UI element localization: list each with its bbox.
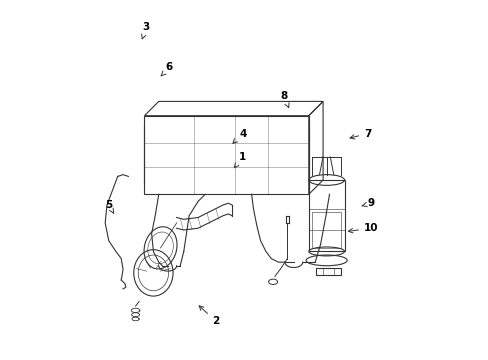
Text: 10: 10	[347, 223, 378, 233]
Text: 2: 2	[199, 306, 219, 326]
Text: 6: 6	[161, 63, 173, 76]
Text: 9: 9	[362, 198, 374, 208]
Text: 8: 8	[280, 91, 288, 108]
Text: 4: 4	[232, 129, 246, 143]
Text: 3: 3	[142, 22, 150, 39]
Text: 1: 1	[234, 152, 246, 168]
Text: 7: 7	[349, 129, 371, 139]
Text: 5: 5	[105, 200, 113, 213]
